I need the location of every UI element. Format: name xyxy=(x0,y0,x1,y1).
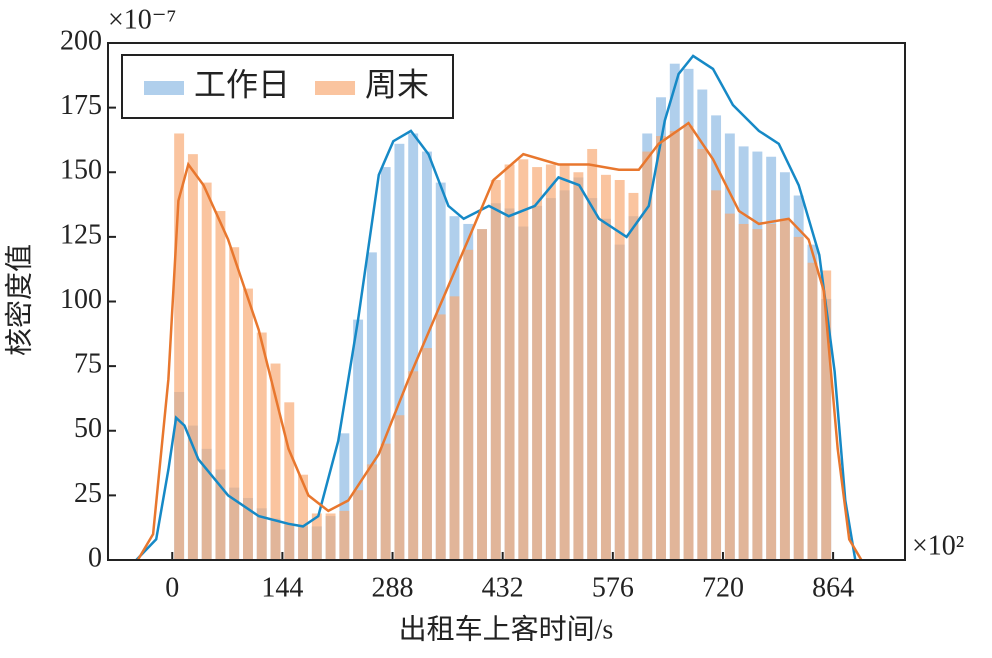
bar xyxy=(339,433,350,560)
bar xyxy=(587,148,598,561)
bar xyxy=(380,167,391,560)
bar xyxy=(697,148,708,561)
bar xyxy=(201,182,212,560)
bar xyxy=(353,490,364,560)
x-tick-label: 576 xyxy=(592,572,634,603)
bar xyxy=(477,229,487,560)
x-tick-label: 432 xyxy=(482,572,524,603)
bar xyxy=(518,159,529,560)
bar xyxy=(187,154,198,560)
bar xyxy=(766,223,777,560)
bar xyxy=(435,314,446,560)
x-tick-label: 720 xyxy=(702,572,744,603)
bar xyxy=(463,249,474,561)
x-tick-label: 864 xyxy=(812,572,854,603)
bar xyxy=(614,180,625,560)
bar xyxy=(366,464,377,560)
bar xyxy=(545,164,556,560)
bar xyxy=(353,319,364,560)
bar xyxy=(656,136,666,560)
x-multiplier: ×10² xyxy=(912,530,964,561)
y-tick-label: 25 xyxy=(74,478,102,509)
bar xyxy=(559,164,570,560)
x-tick-label: 0 xyxy=(165,572,179,603)
bar xyxy=(504,164,515,560)
bar xyxy=(311,513,322,560)
bar xyxy=(284,402,295,560)
y-tick-label: 150 xyxy=(60,155,102,186)
bar xyxy=(394,143,405,560)
bar xyxy=(339,510,350,560)
legend-swatch xyxy=(144,81,184,95)
x-tick-label: 288 xyxy=(372,572,414,603)
y-tick-label: 0 xyxy=(88,542,102,573)
bar xyxy=(752,229,763,560)
bar xyxy=(366,252,377,560)
bar xyxy=(683,125,694,560)
y-tick-label: 175 xyxy=(60,90,102,121)
bar xyxy=(394,415,405,560)
y-tick-label: 75 xyxy=(74,349,102,380)
x-axis-label: 出租车上客时间/s xyxy=(399,613,614,645)
bar xyxy=(642,151,653,560)
bar xyxy=(532,167,543,560)
bar xyxy=(256,332,267,560)
bar xyxy=(669,130,680,560)
y-tick-label: 50 xyxy=(74,413,102,444)
bar xyxy=(215,211,226,560)
bar xyxy=(711,190,722,560)
bar xyxy=(738,223,749,560)
bar xyxy=(270,363,281,560)
y-tick-label: 200 xyxy=(60,25,102,56)
bar xyxy=(779,218,790,560)
y-tick-label: 100 xyxy=(60,284,102,315)
bar xyxy=(243,288,253,560)
bar xyxy=(298,474,308,560)
bar xyxy=(490,180,501,560)
bar xyxy=(793,236,804,560)
legend-label: 周末 xyxy=(365,66,429,102)
bar xyxy=(174,133,185,560)
kde-line xyxy=(135,54,857,561)
y-tick-label: 125 xyxy=(60,219,102,250)
x-tick-label: 144 xyxy=(261,572,303,603)
bar xyxy=(628,192,639,560)
bar xyxy=(724,213,735,561)
kde-line xyxy=(136,121,863,561)
bar xyxy=(449,296,460,560)
bar xyxy=(408,371,419,560)
bar xyxy=(573,172,584,560)
y-axis-label: 核密度值 xyxy=(3,244,35,356)
bar xyxy=(325,513,336,560)
bar xyxy=(807,262,818,560)
bar xyxy=(421,348,432,560)
bar xyxy=(408,133,419,560)
legend-label: 工作日 xyxy=(194,66,290,102)
bar xyxy=(380,443,391,560)
y-multiplier: ×10⁻⁷ xyxy=(108,4,176,35)
bar xyxy=(821,270,832,560)
legend-swatch xyxy=(315,81,356,95)
bar xyxy=(600,174,611,560)
bar xyxy=(229,247,240,560)
